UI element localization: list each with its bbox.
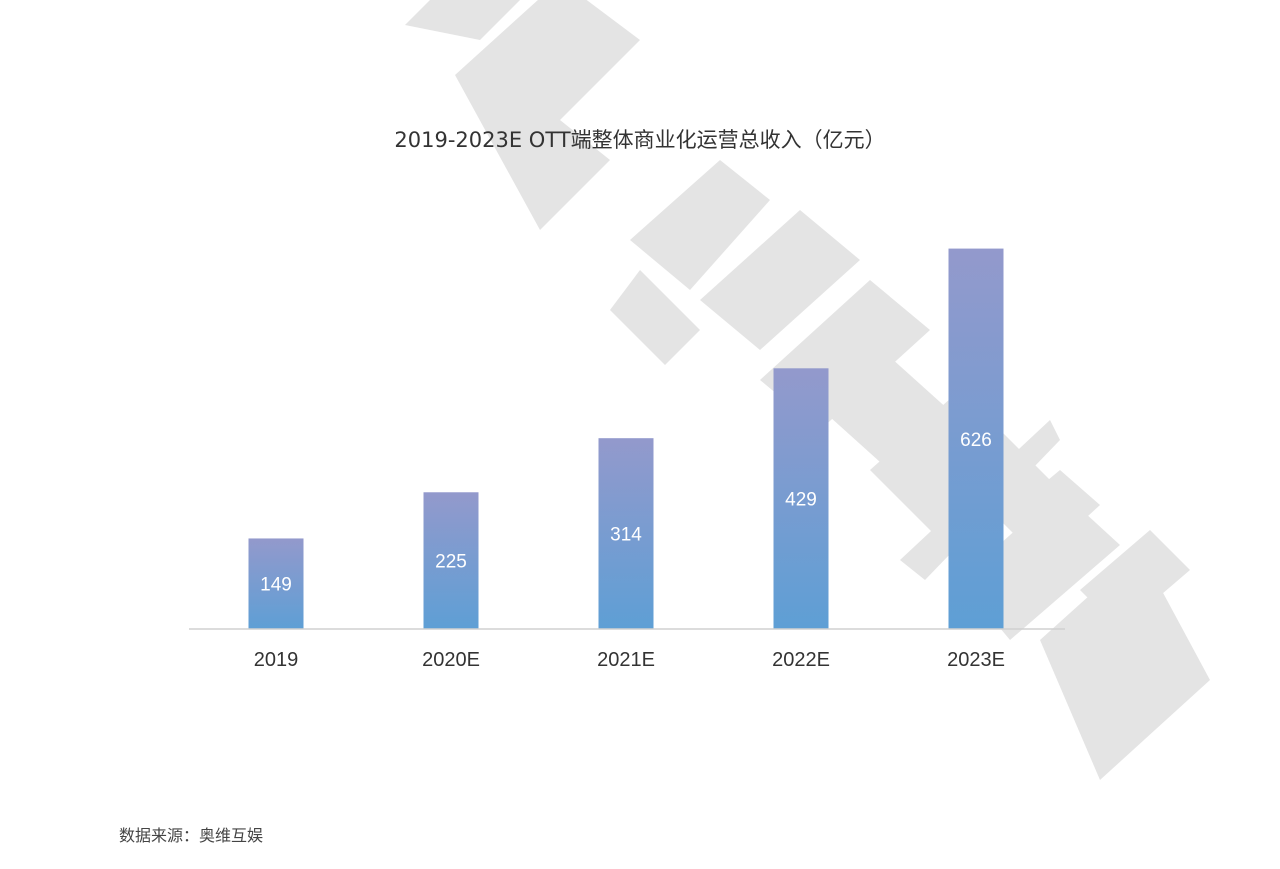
- bars-group: [248, 248, 1004, 630]
- value-label-2021E: 314: [610, 525, 642, 546]
- x-tick-label-2020E: 2020E: [422, 649, 480, 671]
- value-labels-group: 149 225 314 429 626: [260, 430, 992, 596]
- bar-2020E: [423, 492, 479, 629]
- x-tick-label-2023E: 2023E: [947, 649, 1005, 671]
- bar-2022E: [773, 368, 829, 629]
- bar-2019: [248, 538, 304, 629]
- source-note: 数据来源：奥维互娱: [119, 826, 264, 845]
- x-tick-label-2019: 2019: [254, 649, 299, 671]
- value-label-2022E: 429: [785, 490, 817, 511]
- bar-2023E: [948, 248, 1004, 630]
- x-tick-labels-group: 2019 2020E 2021E 2022E 2023E: [254, 649, 1005, 671]
- bar-2021E: [598, 438, 654, 629]
- value-label-2020E: 225: [435, 552, 467, 573]
- chart-title: 2019-2023E OTT端整体商业化运营总收入（亿元）: [394, 128, 886, 152]
- value-label-2023E: 626: [960, 430, 992, 451]
- value-label-2019: 149: [260, 575, 292, 596]
- x-tick-label-2022E: 2022E: [772, 649, 830, 671]
- x-tick-label-2021E: 2021E: [597, 649, 655, 671]
